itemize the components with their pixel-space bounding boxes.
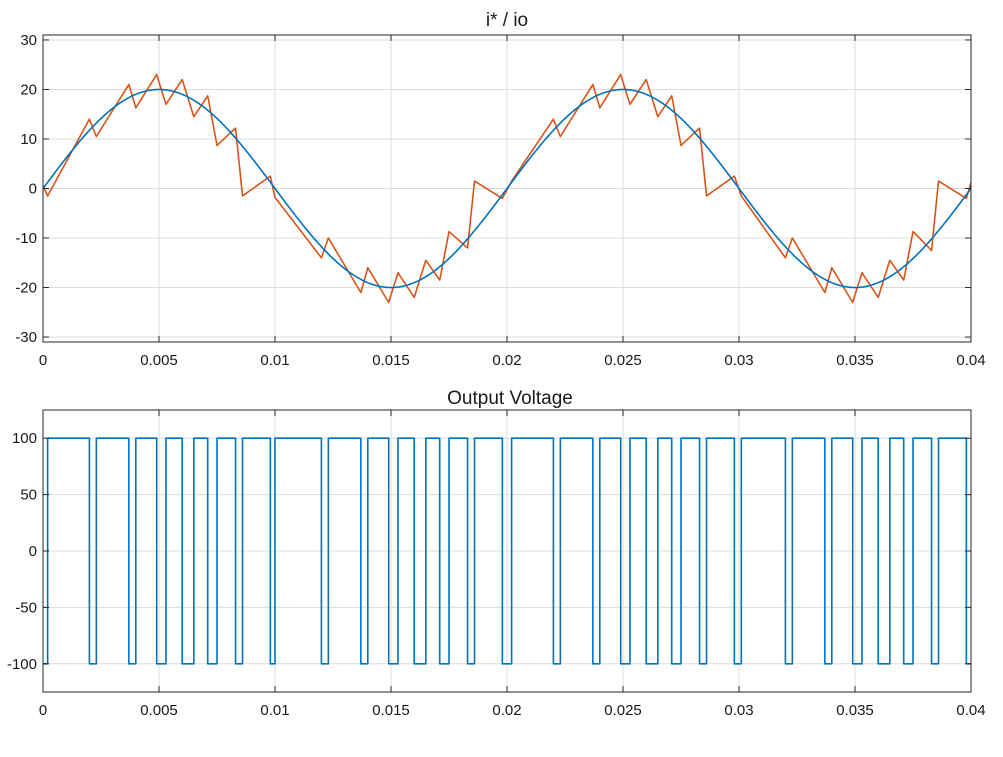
- y-tick-label: 20: [20, 81, 37, 98]
- x-tick-label: 0.035: [836, 352, 874, 369]
- y-tick-label: 0: [29, 181, 37, 198]
- series-line-1: [43, 88, 971, 289]
- x-tick-label: 0.03: [724, 352, 753, 369]
- y-tick-label: 100: [12, 430, 37, 447]
- plot-title: i* / io: [486, 10, 528, 31]
- x-tick-label: 0.005: [140, 352, 178, 369]
- x-tick-label: 0.01: [260, 352, 289, 369]
- x-tick-label: 0.03: [724, 702, 753, 719]
- series-group: [43, 437, 971, 665]
- x-tick-label: 0: [39, 352, 47, 369]
- y-tick-label: 10: [20, 131, 37, 148]
- x-tick-label: 0.04: [956, 352, 985, 369]
- x-tick-label: 0.025: [604, 702, 642, 719]
- x-tick-label: 0.01: [260, 702, 289, 719]
- x-tick-label: 0.02: [492, 352, 521, 369]
- series-group: [43, 73, 971, 304]
- y-tick-label: -30: [15, 329, 37, 346]
- x-tick-label: 0.02: [492, 702, 521, 719]
- plot-title: Output Voltage: [447, 388, 573, 409]
- x-tick-label: 0.025: [604, 352, 642, 369]
- x-tick-label: 0.015: [372, 702, 410, 719]
- x-tick-label: 0.015: [372, 352, 410, 369]
- y-tick-label: 0: [29, 543, 37, 560]
- plot-current: 0 0.005 0.01 0.015 0.02 0.025 0.03 0.035 0.04 30 2…: [15, 10, 985, 369]
- x-tick-label: 0.035: [836, 702, 874, 719]
- plot-output-voltage: 0 0.005 0.01 0.015 0.02 0.025 0.03 0.035 0.04 100…: [7, 388, 986, 719]
- x-tick-label: 0.005: [140, 702, 178, 719]
- y-tick-label: -20: [15, 280, 37, 297]
- y-tick-label: -100: [7, 656, 37, 673]
- y-tick-label: 50: [20, 487, 37, 504]
- x-tick-label: 0: [39, 702, 47, 719]
- series-line-0: [43, 437, 971, 665]
- y-tick-label: -10: [15, 230, 37, 247]
- y-tick-label: 30: [20, 32, 37, 49]
- y-tick-label: -50: [15, 599, 37, 616]
- x-tick-label: 0.04: [956, 702, 985, 719]
